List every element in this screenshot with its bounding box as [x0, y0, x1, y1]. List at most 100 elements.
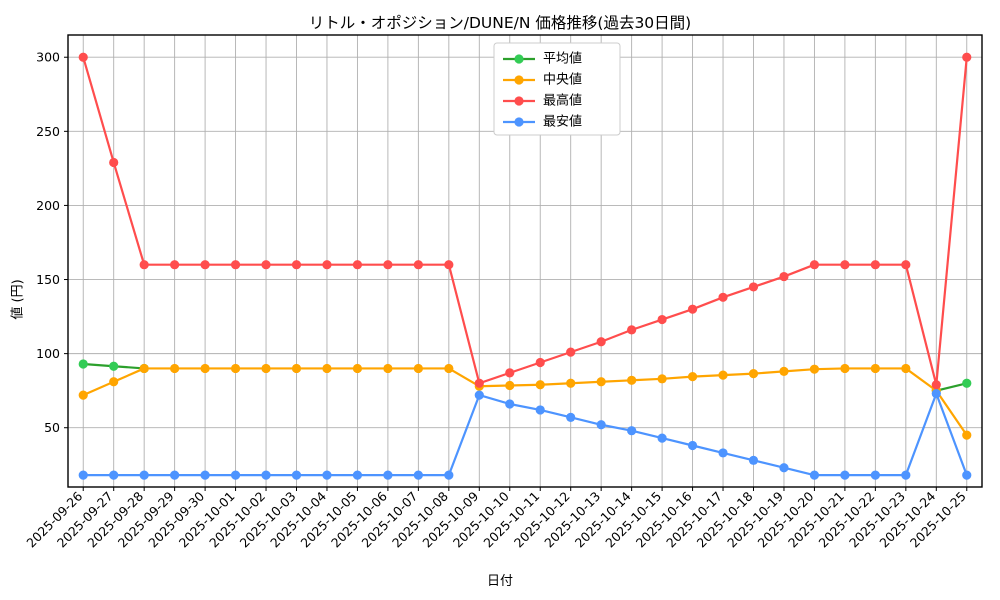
series-marker: [444, 363, 454, 374]
series-marker: [78, 52, 88, 62]
series-marker: [718, 370, 728, 380]
series-marker: [444, 470, 454, 480]
y-axis-tick-label: 50: [44, 420, 60, 435]
legend-label: 最高値: [543, 93, 582, 109]
series-marker: [627, 375, 637, 385]
series-marker: [566, 412, 576, 422]
y-axis-label: 値 (円): [10, 279, 26, 320]
plot-frame: [67, 34, 983, 488]
series-marker: [748, 282, 759, 292]
series-marker: [870, 363, 880, 374]
legend-background: [493, 42, 621, 136]
series-marker: [779, 463, 789, 473]
series-marker: [718, 448, 728, 458]
series-marker: [809, 470, 820, 480]
series-marker: [901, 363, 911, 374]
series-marker: [687, 304, 698, 314]
series-marker: [109, 157, 119, 168]
series-marker: [78, 470, 88, 480]
legend-marker-中央値: [514, 75, 524, 85]
series-marker: [230, 363, 241, 374]
series-marker: [962, 470, 972, 480]
series-marker: [657, 314, 667, 325]
series-marker: [962, 378, 972, 388]
series-marker: [383, 363, 393, 374]
series-marker: [748, 369, 759, 379]
series-group: [78, 52, 972, 480]
series-marker: [962, 430, 972, 440]
series-marker: [474, 378, 484, 388]
series-marker: [870, 470, 880, 480]
series-marker: [840, 363, 850, 374]
legend-marker-最高値: [514, 96, 524, 106]
series-marker: [291, 363, 302, 374]
series-marker: [413, 363, 423, 374]
series-marker: [261, 260, 271, 270]
series-marker: [505, 399, 515, 409]
series-marker: [840, 260, 850, 270]
series-marker: [809, 260, 820, 270]
series-marker: [535, 380, 545, 390]
series-marker: [352, 470, 363, 480]
series-最高値: [78, 52, 972, 390]
series-marker: [779, 271, 789, 282]
series-marker: [687, 371, 698, 382]
series-marker: [840, 470, 850, 480]
y-axis-tick-label: 100: [36, 346, 60, 361]
series-marker: [139, 260, 149, 270]
y-axis-tick-label: 250: [36, 124, 60, 139]
series-marker: [596, 420, 606, 430]
series-marker: [109, 361, 119, 371]
series-marker: [627, 325, 637, 335]
series-marker: [535, 405, 545, 415]
series-marker: [383, 260, 393, 270]
series-marker: [170, 470, 180, 480]
series-marker: [718, 292, 728, 302]
series-marker: [901, 470, 911, 480]
series-marker: [505, 380, 515, 391]
series-marker: [109, 377, 119, 387]
y-axis-tick-label: 150: [36, 272, 60, 287]
series-marker: [901, 260, 911, 270]
series-marker: [322, 470, 332, 480]
series-marker: [200, 260, 210, 270]
series-marker: [170, 363, 180, 374]
series-marker: [931, 380, 941, 390]
series-marker: [352, 260, 363, 270]
series-marker: [78, 359, 88, 369]
series-line: [82, 367, 968, 437]
series-marker: [444, 260, 454, 270]
series-marker: [748, 455, 759, 465]
series-marker: [200, 363, 210, 374]
series-marker: [657, 433, 667, 443]
legend-label: 平均値: [543, 51, 582, 67]
series-marker: [261, 363, 271, 374]
series-marker: [779, 366, 789, 377]
series-marker: [809, 364, 820, 374]
series-marker: [962, 52, 972, 62]
series-marker: [596, 337, 606, 347]
series-marker: [687, 440, 698, 451]
series-最安値: [78, 389, 972, 480]
series-line: [82, 56, 968, 386]
series-marker: [261, 470, 271, 480]
x-axis: 2025-09-262025-09-272025-09-282025-09-29…: [23, 487, 969, 550]
series-marker: [291, 470, 302, 480]
series-marker: [566, 378, 576, 388]
series-marker: [474, 390, 484, 400]
series-marker: [870, 260, 880, 270]
series-marker: [322, 260, 332, 270]
series-marker: [230, 260, 241, 270]
y-axis: 50 100 150 200 250 300: [36, 50, 68, 435]
series-line: [82, 392, 968, 477]
series-marker: [230, 470, 241, 480]
legend-marker-平均値: [514, 54, 524, 64]
series-marker: [383, 470, 393, 480]
series-line: [935, 382, 968, 392]
series-marker: [566, 347, 576, 357]
series-marker: [139, 363, 149, 374]
series-marker: [627, 426, 637, 436]
